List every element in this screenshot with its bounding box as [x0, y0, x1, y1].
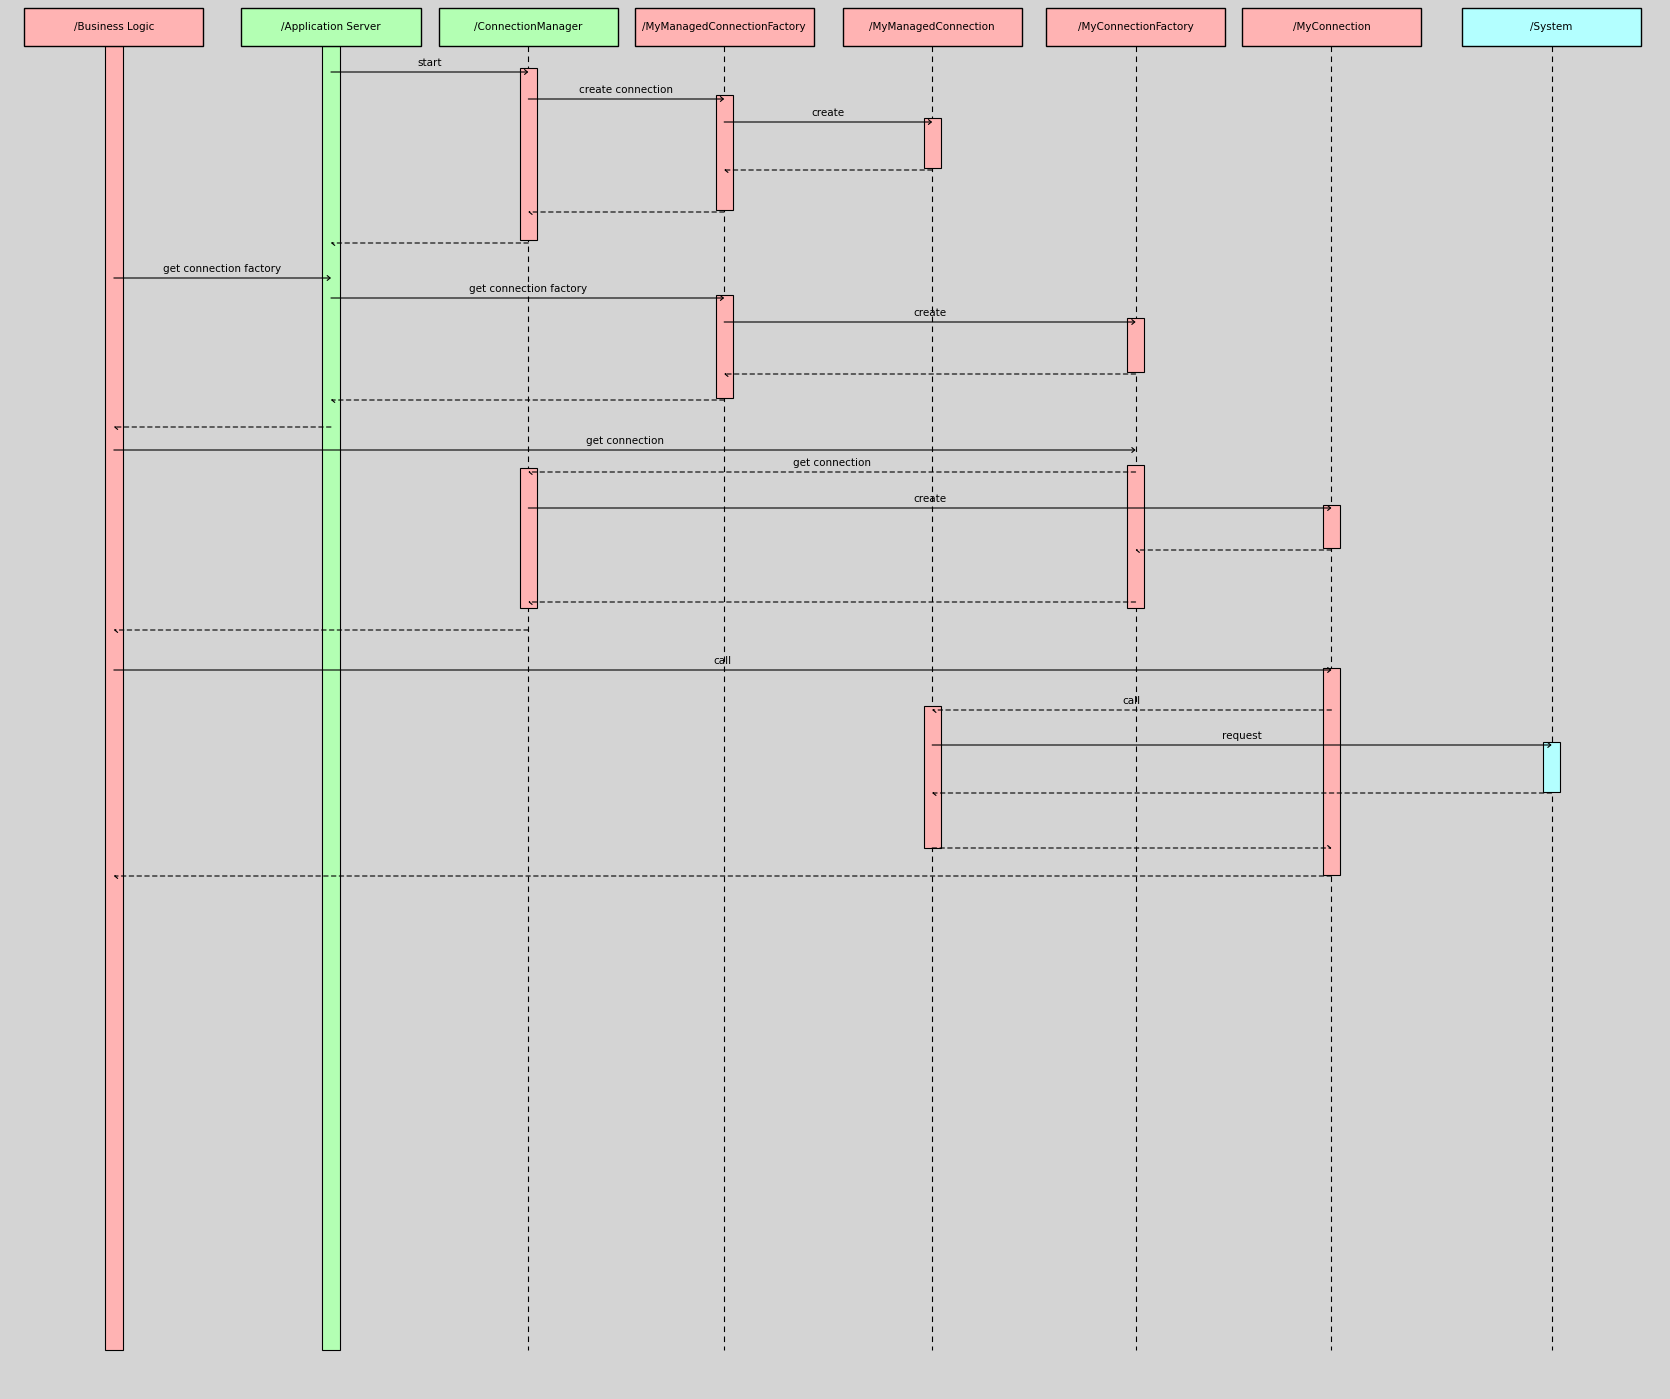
Bar: [519, 469, 536, 609]
Text: /Application Server: /Application Server: [281, 22, 381, 32]
Text: /MyManagedConnection: /MyManagedConnection: [870, 22, 995, 32]
Text: call: call: [713, 656, 731, 666]
Text: create: create: [913, 494, 947, 504]
Bar: [242, 8, 421, 46]
Text: /MyManagedConnectionFactory: /MyManagedConnectionFactory: [643, 22, 807, 32]
Text: create: create: [812, 108, 845, 118]
Text: get connection factory: get connection factory: [164, 264, 282, 274]
Bar: [1127, 464, 1144, 609]
Bar: [1242, 8, 1421, 46]
Bar: [1323, 667, 1339, 874]
Bar: [439, 8, 618, 46]
Bar: [519, 69, 536, 241]
Text: /MyConnection: /MyConnection: [1293, 22, 1371, 32]
Bar: [105, 46, 124, 1350]
Bar: [322, 46, 341, 1350]
Bar: [1323, 505, 1339, 548]
Bar: [716, 95, 733, 210]
Text: /Business Logic: /Business Logic: [73, 22, 154, 32]
Bar: [25, 8, 204, 46]
Bar: [1045, 8, 1226, 46]
Text: get connection: get connection: [793, 457, 872, 469]
Text: create connection: create connection: [579, 85, 673, 95]
Text: create: create: [913, 308, 947, 318]
Text: get connection: get connection: [586, 436, 663, 446]
Bar: [716, 295, 733, 397]
Bar: [1543, 741, 1560, 792]
Text: /MyConnectionFactory: /MyConnectionFactory: [1077, 22, 1194, 32]
Text: request: request: [1222, 732, 1263, 741]
Text: /System: /System: [1530, 22, 1573, 32]
Text: start: start: [418, 57, 443, 69]
Bar: [843, 8, 1022, 46]
Text: get connection factory: get connection factory: [469, 284, 586, 294]
Bar: [1461, 8, 1642, 46]
Text: /ConnectionManager: /ConnectionManager: [474, 22, 583, 32]
Text: call: call: [1122, 695, 1141, 706]
Bar: [924, 706, 940, 848]
Bar: [924, 118, 940, 168]
Bar: [635, 8, 813, 46]
Bar: [1127, 318, 1144, 372]
